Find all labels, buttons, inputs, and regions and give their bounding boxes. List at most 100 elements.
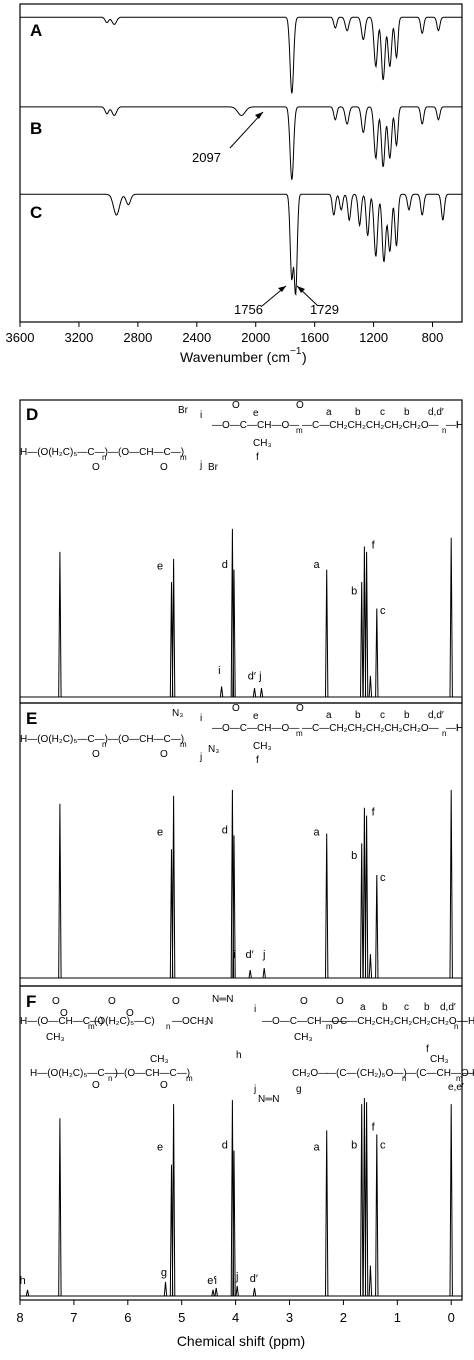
nmr-peak (362, 807, 367, 979)
nmr-peak-label: j (235, 1271, 238, 1283)
structure-e-text: CH₃ (253, 741, 272, 752)
nmr-peak (325, 833, 329, 979)
nmr-peak-label: f (372, 539, 376, 551)
nmr-peak (364, 815, 369, 979)
structure-e-text: b (355, 710, 361, 721)
nmr-peak (232, 835, 236, 979)
nmr-peak-label: b (351, 1140, 357, 1152)
structure-d-text: i (200, 410, 202, 421)
nmr-peak (364, 551, 369, 698)
structure-f-text: CH₃ (294, 1032, 313, 1043)
ftir-x-tick-label: 1200 (359, 330, 388, 345)
nmr-peak-label: c (380, 872, 386, 884)
structure-f-text: N═N (212, 994, 234, 1005)
annotation-1756-label: 1756 (234, 302, 263, 317)
structure-e-text: n (442, 729, 446, 738)
ftir-trace-a (20, 16, 462, 94)
nmr-peak-label: d (222, 559, 228, 571)
nmr-peak (360, 1104, 364, 1297)
structure-f-text: —H (458, 1016, 474, 1027)
structure-e-text: N₃ (172, 708, 183, 719)
structure-e-text: O (160, 749, 168, 760)
nmr-peak-label: e′ (207, 1275, 215, 1287)
structure-d-text: H (456, 420, 463, 431)
nmr-peak (449, 1104, 453, 1297)
structure-f-text: O (160, 1080, 168, 1091)
nmr-x-axis: 8 7 6 5 4 3 2 1 0 (16, 1300, 455, 1325)
structure-f-text: O (52, 996, 60, 1007)
structure-f-text: O (300, 996, 308, 1007)
structure-f-text: h (236, 1050, 242, 1061)
structure-e-text: N₃ (208, 744, 219, 755)
structure-f-text: —(C—CH—O—) (406, 1068, 474, 1079)
structure-f-text: CH₃ (430, 1054, 449, 1065)
ftir-traces (20, 16, 462, 296)
nmr-peak-label: h (20, 1275, 26, 1287)
structure-f-text: H—(O(H₂C)₅—C—) (30, 1068, 118, 1079)
structure-f-text: b (382, 1002, 388, 1013)
nmr-x-tick-label: 6 (124, 1310, 131, 1325)
structure-f-text: m (326, 1022, 333, 1031)
structure-e-text: a (326, 710, 332, 721)
nmr-peak-label: f (372, 1121, 376, 1133)
structure-d-text: m (180, 453, 187, 462)
structure-d-text: n (442, 426, 446, 435)
structure-d-text: n (102, 453, 106, 462)
structure-d-text: —(O—CH—C—) (108, 447, 184, 458)
nmr-x-tick-label: 8 (16, 1310, 23, 1325)
nmr-peak (362, 1097, 367, 1297)
nmr-peak (171, 1104, 176, 1297)
ftir-x-tick-label: 1600 (300, 330, 329, 345)
nmr-peak-label: d′ (248, 670, 256, 682)
structure-e-text: j (199, 752, 202, 763)
ftir-panel-label-b: B (30, 119, 42, 138)
nmr-peak-label: d (222, 1140, 228, 1152)
structure-f-text: n (166, 1022, 170, 1031)
structure-d-text: O (232, 400, 240, 411)
structure-d-text: d,d′ (428, 407, 444, 418)
nmr-peak (171, 795, 176, 979)
nmr-peak (219, 686, 224, 698)
annotation-2097: 2097 (192, 111, 264, 165)
ftir-trace-b (20, 106, 462, 180)
nmr-peak (375, 874, 379, 979)
nmr-peak (259, 688, 264, 698)
structure-e-text: H (456, 723, 463, 734)
structure-f-text: f (426, 1044, 429, 1055)
nmr-peak-label: j (262, 949, 265, 961)
structure-f-text: e,e′ (448, 1082, 464, 1093)
nmr-traces (20, 528, 462, 1297)
nmr-peak (262, 968, 266, 979)
structure-e-text: m (296, 729, 303, 738)
ftir-frame (19, 3, 463, 323)
structure-f-text: —O—C—CH—O— (262, 1016, 349, 1027)
nmr-peak-label: b (351, 585, 357, 597)
nmr-x-tick-label: 1 (394, 1310, 401, 1325)
nmr-peak-label: i (214, 1275, 216, 1287)
structure-d-text: b (404, 407, 410, 418)
nmr-frame-d (19, 399, 463, 704)
nmr-peak-label: f (372, 807, 376, 819)
structure-d-text: O (296, 400, 304, 411)
ftir-x-axis-title-superscript: −1 (290, 346, 302, 357)
structure-e-text: O (92, 749, 100, 760)
nmr-peak (163, 1281, 168, 1297)
nmr-peak-label: e (157, 1142, 163, 1154)
nmr-peak (232, 569, 236, 698)
structure-f-text: CH₃ (150, 1054, 169, 1065)
nmr-peak-label: a (313, 559, 320, 571)
structure-f-text: m (456, 1074, 463, 1083)
nmr-peak (360, 843, 364, 979)
nmr-peak (214, 1287, 218, 1297)
nmr-peak-label: e (157, 561, 163, 573)
structure-f-text: j (253, 1084, 256, 1095)
structure-d-text: Br (178, 405, 189, 416)
ftir-x-tick-label: 800 (422, 330, 444, 345)
nmr-x-axis-title: Chemical shift (ppm) (177, 1333, 305, 1349)
structure-e-text: b (404, 710, 410, 721)
structure-f-text: H—(O—CH—C—) (20, 1016, 103, 1027)
structure-e-text: f (256, 755, 259, 766)
structure-d-text: e (253, 408, 259, 419)
nmr-peak (252, 688, 257, 698)
nmr-frame-e (19, 702, 463, 987)
